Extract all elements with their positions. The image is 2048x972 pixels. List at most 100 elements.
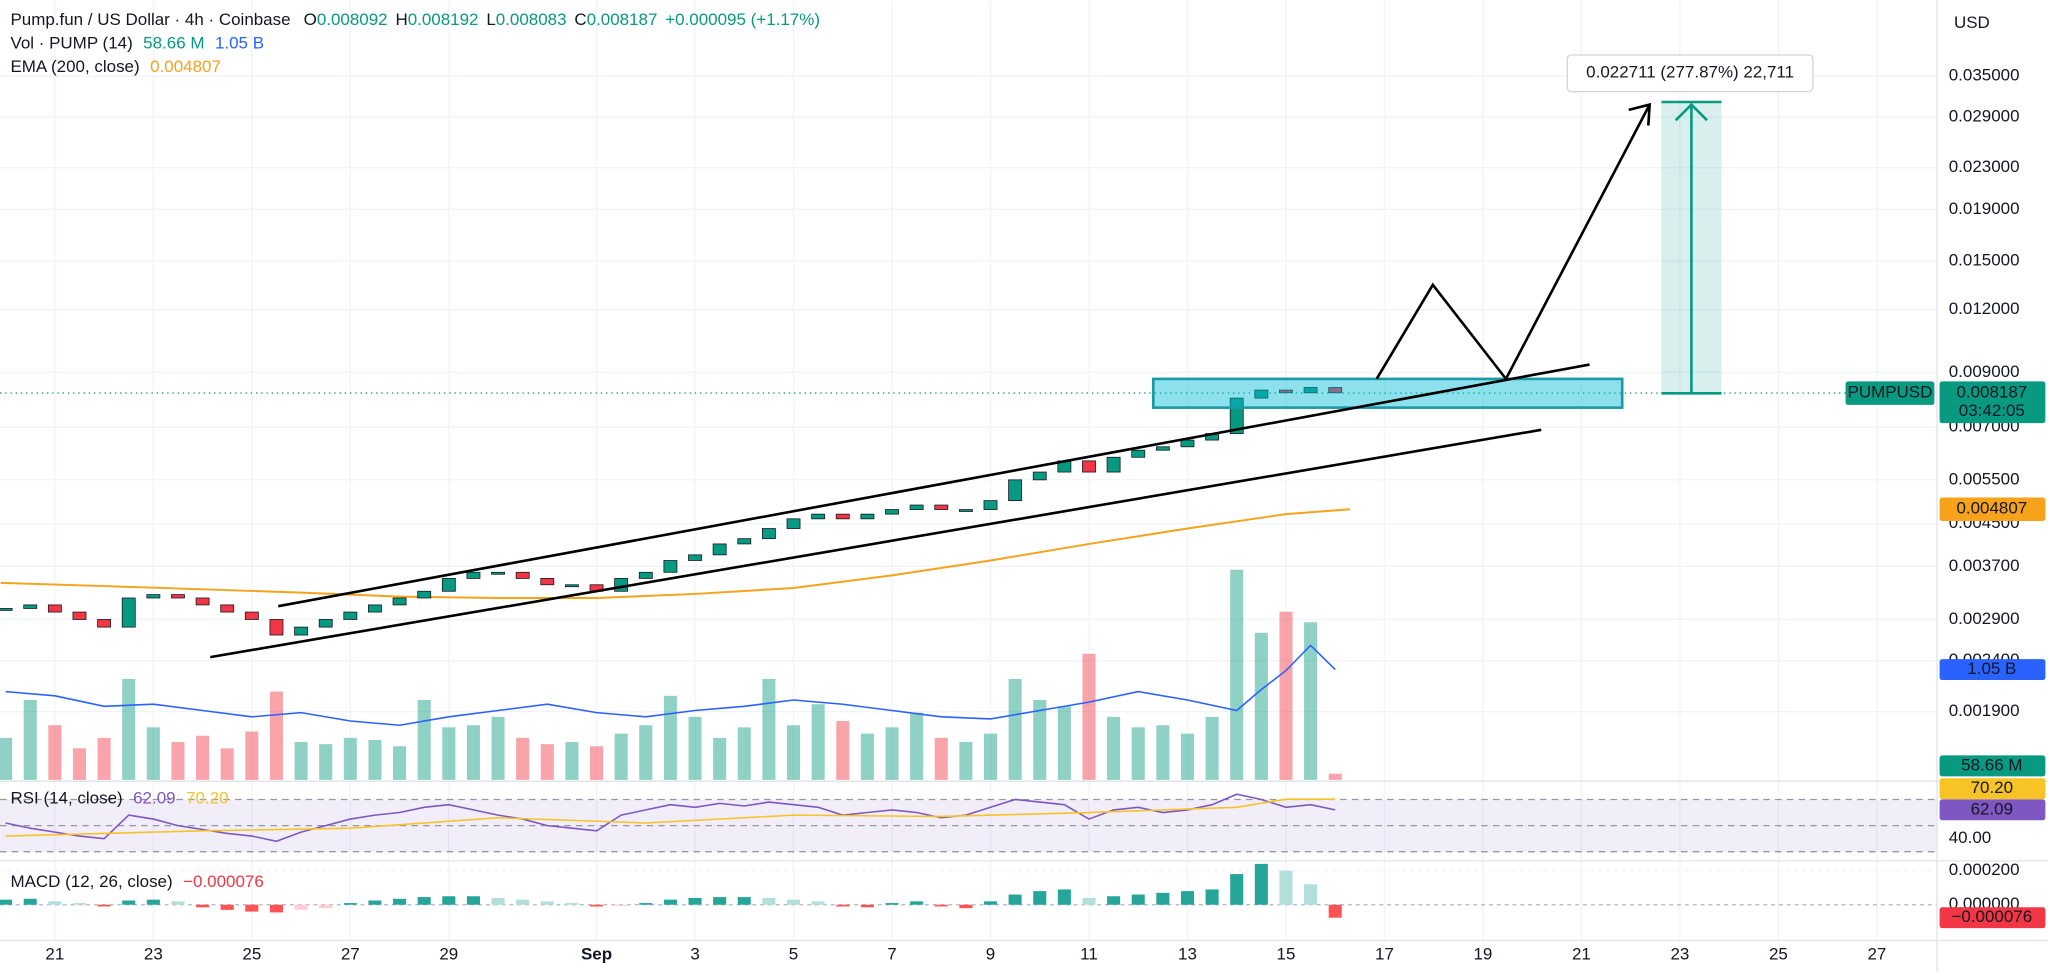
rsi-badge-bg <box>1939 799 2046 821</box>
macd-bar <box>368 900 382 905</box>
volume-bar <box>614 733 628 780</box>
channel-lower <box>210 428 1542 659</box>
volume-bar <box>1107 716 1121 780</box>
volume-name: Vol · PUMP (14) <box>10 34 132 53</box>
macd-bar <box>442 896 456 905</box>
y-tick-label: 0.029000 <box>1949 107 2020 126</box>
volume-bar <box>885 727 899 780</box>
volume-bar <box>1008 678 1022 780</box>
ema-badge-bg <box>1939 497 2046 521</box>
y-tick-label: 0.023000 <box>1949 157 2020 176</box>
macd-bar <box>269 904 283 913</box>
x-tick-label: 3 <box>690 944 699 963</box>
macd-bar <box>737 897 751 905</box>
macd-bar <box>786 899 801 905</box>
candle <box>1106 456 1121 473</box>
candle <box>860 513 875 520</box>
rsi-last: 62.09 <box>133 789 175 808</box>
volume-bar <box>590 746 604 780</box>
x-tick-label: 27 <box>1867 944 1886 963</box>
volume-bar <box>491 716 505 780</box>
rsi-ma-line <box>5 798 1336 837</box>
low: 0.008083 <box>496 11 567 30</box>
volume-bar <box>688 716 702 780</box>
macd-bar <box>614 904 628 907</box>
x-tick-label: 25 <box>1769 944 1788 963</box>
candle <box>737 538 752 545</box>
legend-rsi: RSI (14, close) 62.09 70.20 <box>10 789 228 808</box>
currency: USD <box>1954 13 1990 32</box>
volume-bar <box>1328 773 1342 780</box>
macd-bar <box>171 901 185 905</box>
volume-bar <box>1304 622 1318 780</box>
macd-bar <box>1107 896 1121 905</box>
y-tick-label: 0.001900 <box>1949 701 2020 720</box>
candle <box>565 584 579 588</box>
candle <box>1008 479 1023 502</box>
macd-bar <box>23 898 37 905</box>
volume-bar <box>343 737 357 780</box>
candle <box>1303 387 1318 394</box>
y-tick-label: 0.012000 <box>1949 299 2020 318</box>
macd-bar <box>245 904 259 912</box>
change: +0.000095 (+1.17%) <box>665 11 820 30</box>
candle <box>72 611 87 620</box>
candle <box>1180 439 1195 448</box>
rsi-ma: 70.20 <box>186 789 228 808</box>
macd-bar <box>1328 904 1342 918</box>
macd-bar <box>1082 897 1096 905</box>
macd-bar <box>1008 894 1022 905</box>
rsi-badge: 62.09 <box>1971 799 2013 818</box>
macd-bar <box>713 897 727 905</box>
candle <box>663 560 678 573</box>
candle <box>1131 449 1146 458</box>
x-tick-label: 13 <box>1178 944 1197 963</box>
volume-bar <box>393 746 407 780</box>
candle <box>220 604 235 613</box>
macd-bar <box>688 897 702 905</box>
macd-bar <box>1279 870 1293 905</box>
price-badge: 0.008187 <box>1956 383 2027 402</box>
volume-bar <box>1230 569 1244 780</box>
macd-bar <box>590 904 604 907</box>
candle <box>1082 460 1096 473</box>
volume-bar <box>1033 700 1047 780</box>
macd-bar <box>516 899 530 905</box>
rsi-tick-label: 40.00 <box>1949 828 1991 847</box>
macd-bar <box>663 899 677 905</box>
macd-bar <box>565 903 579 905</box>
volume-bar <box>0 737 13 780</box>
macd-last: −0.000076 <box>183 873 264 892</box>
candle <box>318 619 333 628</box>
symbol: Pump.fun / US Dollar · 4h · Coinbase <box>10 11 290 30</box>
volume-bar <box>23 700 37 780</box>
macd-bar <box>639 903 653 905</box>
volume-bar <box>713 737 727 780</box>
x-tick-label: 27 <box>341 944 360 963</box>
volume-ma: 1.05 B <box>215 34 264 53</box>
rsi-line <box>5 793 1336 843</box>
macd-bar <box>885 903 899 905</box>
x-tick-label: 29 <box>439 944 458 963</box>
candle <box>466 571 481 579</box>
candle <box>195 597 210 606</box>
volume-bar <box>910 712 924 780</box>
y-tick-label: 0.003700 <box>1949 556 2020 575</box>
candle <box>786 518 801 529</box>
macd-bar <box>319 904 333 909</box>
macd-bar <box>417 897 431 905</box>
volume-bar <box>639 725 653 780</box>
measure-label: 0.022711 (277.87%) 22,711 <box>1586 63 1794 82</box>
h-label: H <box>395 11 407 30</box>
x-tick-label: 7 <box>887 944 896 963</box>
volume-bar <box>737 727 751 780</box>
ema-line <box>0 508 1351 599</box>
candle <box>885 509 899 515</box>
volume-bar <box>959 742 973 780</box>
volume-bar <box>122 678 136 780</box>
candle <box>392 597 407 606</box>
volume-ma-line <box>5 644 1336 727</box>
x-tick-label: 15 <box>1277 944 1296 963</box>
